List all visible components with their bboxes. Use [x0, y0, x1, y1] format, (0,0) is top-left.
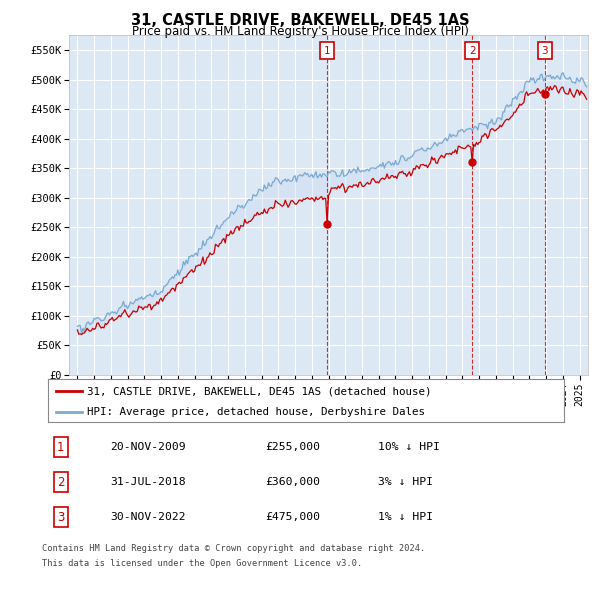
Text: 1: 1: [323, 45, 330, 55]
Text: 31, CASTLE DRIVE, BAKEWELL, DE45 1AS: 31, CASTLE DRIVE, BAKEWELL, DE45 1AS: [131, 13, 469, 28]
Text: 30-NOV-2022: 30-NOV-2022: [110, 512, 185, 522]
Text: £255,000: £255,000: [265, 442, 320, 453]
Text: 2: 2: [469, 45, 475, 55]
Text: 20-NOV-2009: 20-NOV-2009: [110, 442, 185, 453]
Text: Contains HM Land Registry data © Crown copyright and database right 2024.: Contains HM Land Registry data © Crown c…: [42, 544, 425, 553]
Text: 2: 2: [57, 476, 65, 489]
Text: 3% ↓ HPI: 3% ↓ HPI: [378, 477, 433, 487]
Text: 10% ↓ HPI: 10% ↓ HPI: [378, 442, 440, 453]
Text: HPI: Average price, detached house, Derbyshire Dales: HPI: Average price, detached house, Derb…: [86, 407, 425, 417]
Text: 31-JUL-2018: 31-JUL-2018: [110, 477, 185, 487]
Text: Price paid vs. HM Land Registry's House Price Index (HPI): Price paid vs. HM Land Registry's House …: [131, 25, 469, 38]
Text: 31, CASTLE DRIVE, BAKEWELL, DE45 1AS (detached house): 31, CASTLE DRIVE, BAKEWELL, DE45 1AS (de…: [86, 386, 431, 396]
Text: £475,000: £475,000: [265, 512, 320, 522]
Text: £360,000: £360,000: [265, 477, 320, 487]
Text: 3: 3: [541, 45, 548, 55]
Text: 1: 1: [57, 441, 65, 454]
Text: This data is licensed under the Open Government Licence v3.0.: This data is licensed under the Open Gov…: [42, 559, 362, 568]
Text: 3: 3: [57, 511, 65, 524]
Text: 1% ↓ HPI: 1% ↓ HPI: [378, 512, 433, 522]
